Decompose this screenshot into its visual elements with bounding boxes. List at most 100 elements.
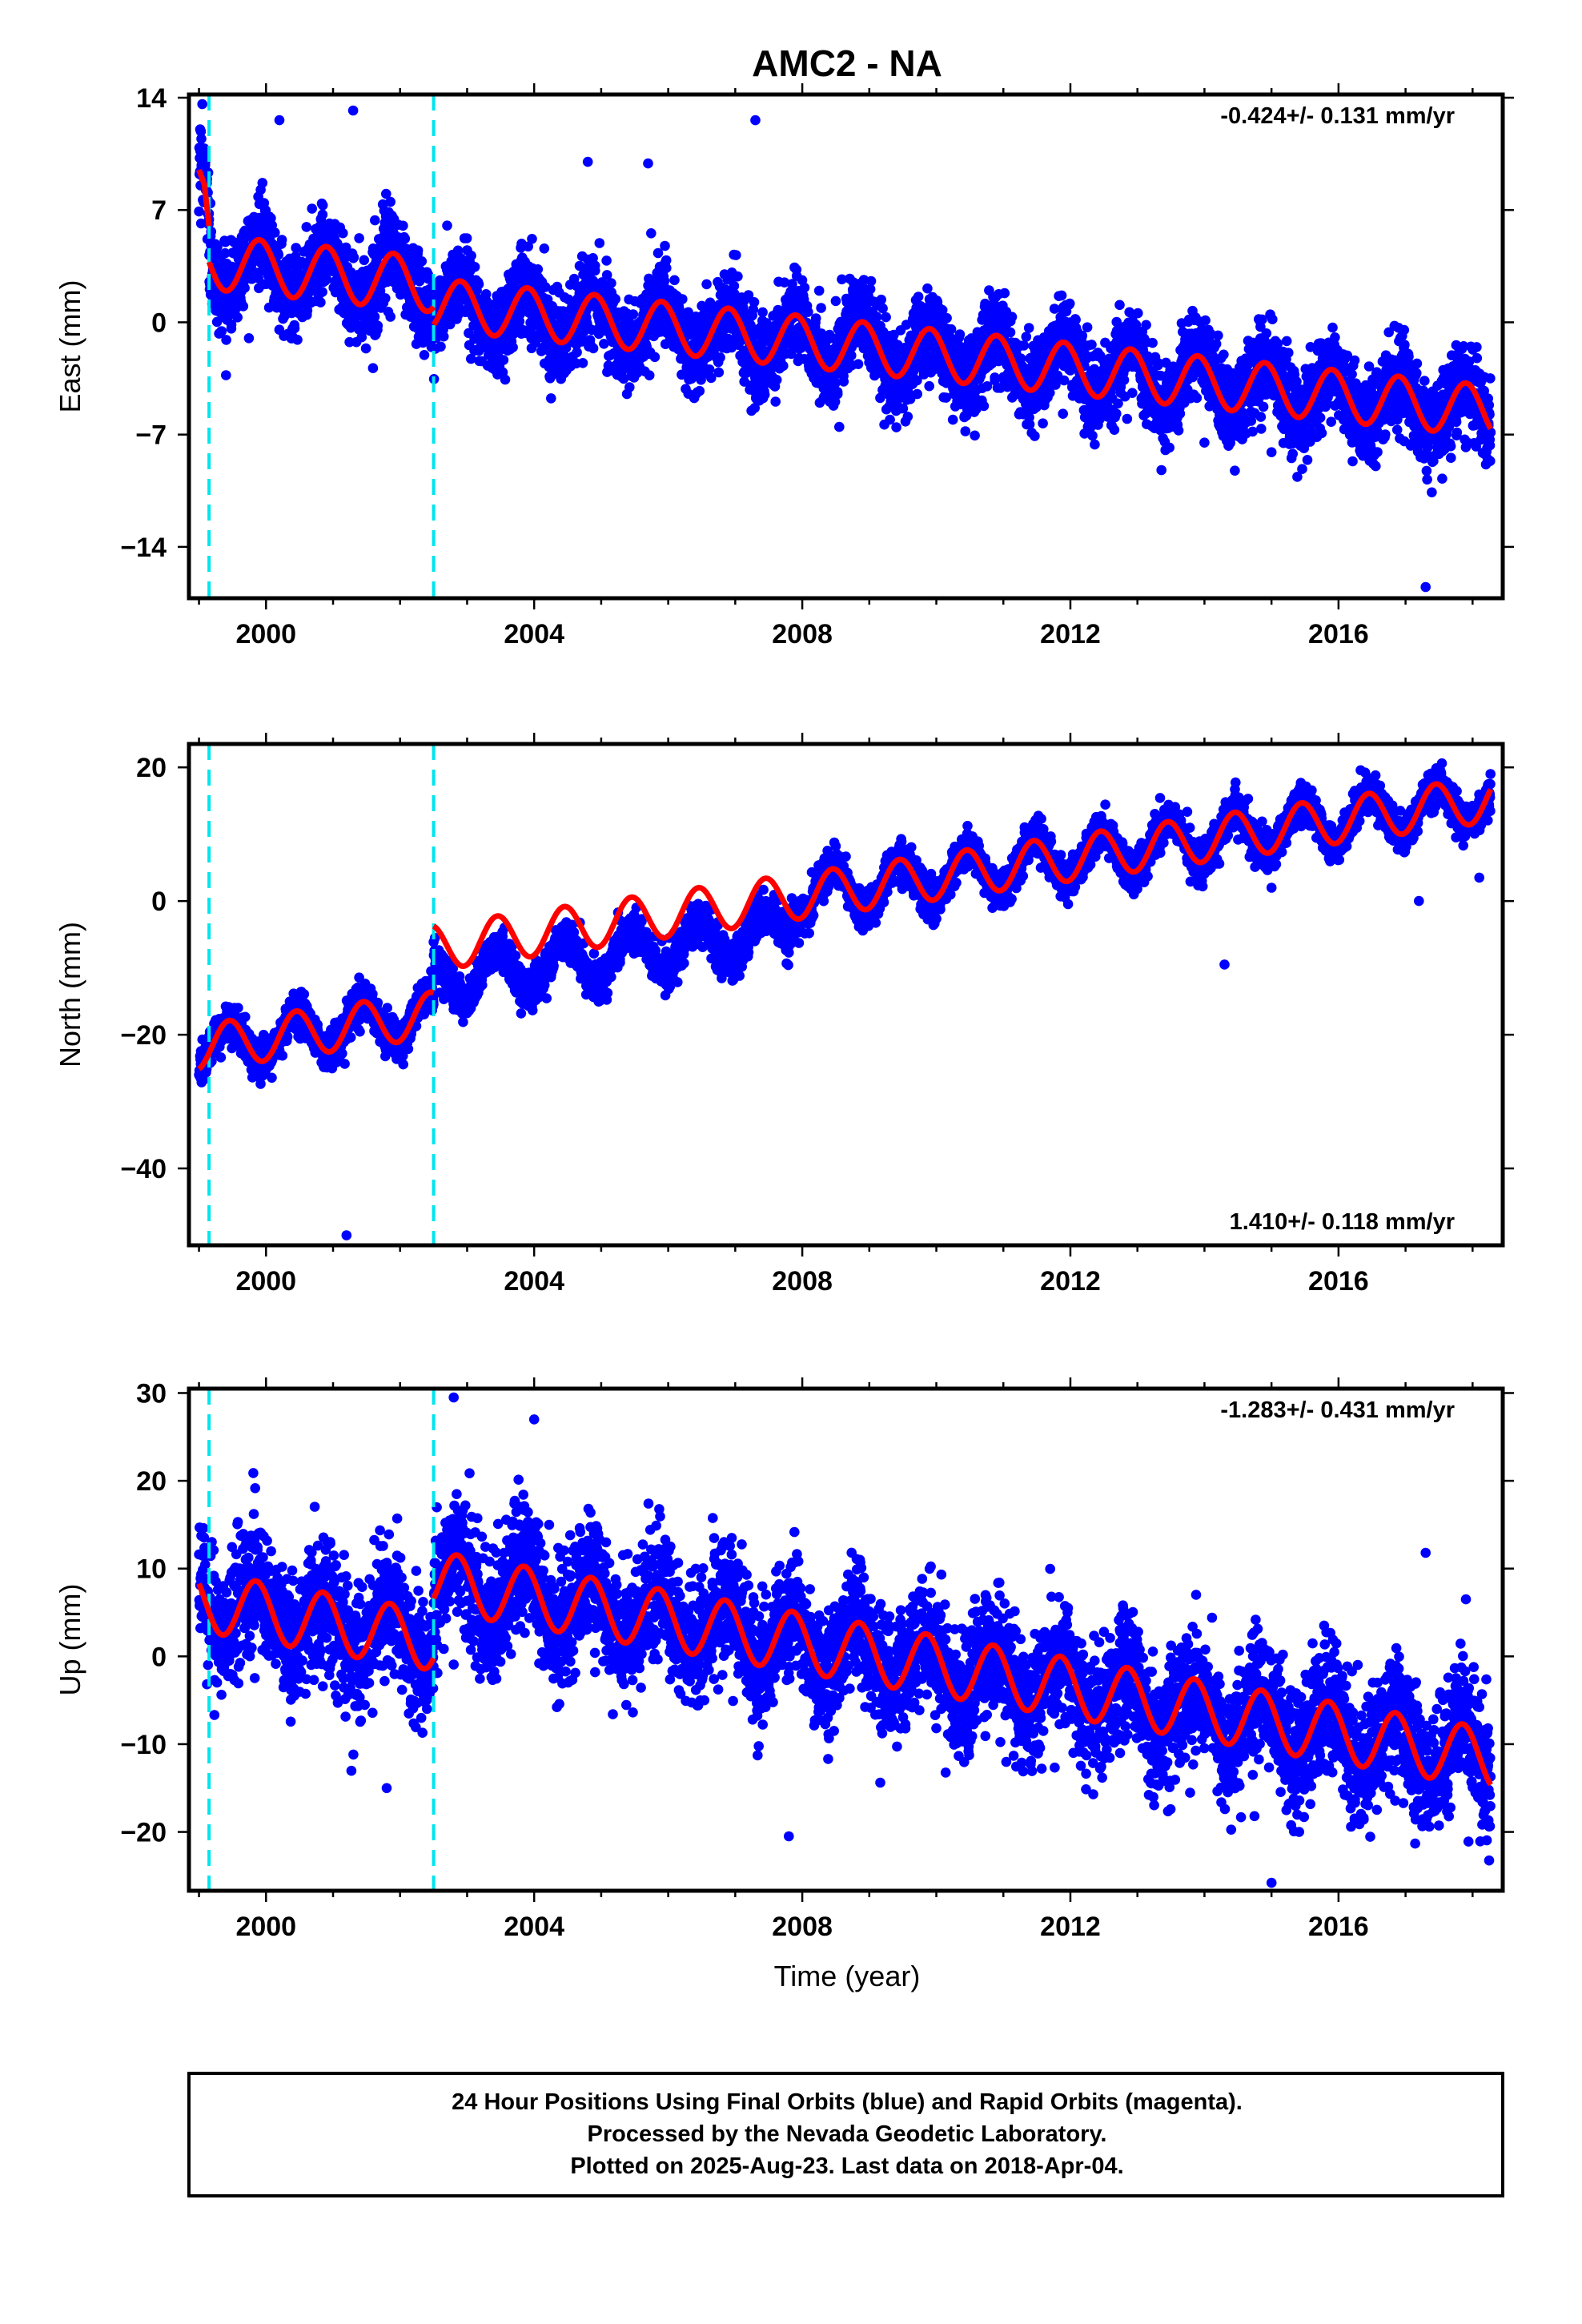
east-point (289, 323, 300, 334)
east-point (1064, 298, 1075, 309)
east-point (348, 252, 359, 263)
east-point (1118, 375, 1130, 385)
east-point (385, 312, 396, 322)
east-point (590, 265, 600, 276)
east-point (442, 220, 452, 231)
east-point (813, 285, 825, 296)
east-point (885, 414, 895, 425)
east-point (924, 380, 934, 392)
east-point (194, 206, 204, 217)
east-point (646, 228, 656, 239)
east-point (594, 238, 605, 248)
east-point (853, 359, 864, 370)
east-point (1213, 330, 1223, 341)
east-point (527, 234, 537, 244)
east-point (292, 335, 303, 345)
east-point (412, 245, 424, 256)
east-point (321, 273, 331, 284)
east-point (574, 260, 585, 271)
east-point (877, 303, 888, 314)
east-point (876, 294, 886, 305)
east-point (461, 233, 472, 243)
east-point (757, 307, 768, 318)
east-point (770, 396, 781, 407)
east-point (372, 320, 383, 332)
east-point (713, 367, 725, 378)
east-point (338, 227, 348, 239)
east-point (375, 286, 386, 296)
east-point (677, 294, 688, 304)
east-point (540, 282, 551, 292)
east-point (1023, 323, 1034, 333)
east-point (1141, 320, 1151, 331)
east-point (803, 307, 813, 317)
east-point (624, 382, 635, 392)
east-point (610, 294, 620, 304)
east-point (601, 270, 612, 280)
east-point (381, 188, 391, 199)
east-point (891, 422, 901, 432)
east-point (508, 342, 518, 353)
east-point (1114, 300, 1125, 311)
east-point (546, 393, 556, 404)
east-point (669, 275, 680, 286)
east-point (1087, 430, 1098, 441)
east-point (317, 209, 328, 220)
east-point (837, 274, 847, 285)
east-point (846, 350, 857, 361)
east-point (875, 392, 885, 404)
east-point (1127, 388, 1138, 399)
east-point (212, 241, 223, 252)
east-point (1147, 337, 1158, 348)
east-point (618, 373, 629, 384)
east-point (778, 360, 789, 372)
east-point (694, 385, 705, 396)
east-point (466, 353, 476, 364)
east-point (799, 282, 810, 293)
east-point (1109, 424, 1120, 435)
east-point (652, 247, 664, 259)
east-point (1111, 408, 1122, 419)
east-point (419, 350, 430, 360)
east-point (1058, 408, 1068, 419)
east-point (922, 283, 933, 294)
east-point (398, 220, 408, 231)
east-point (1173, 425, 1184, 436)
east-point (238, 301, 249, 312)
east-point (1156, 464, 1166, 476)
east-point (606, 278, 616, 288)
east-point (340, 242, 351, 253)
east-point (954, 329, 966, 340)
east-point (601, 255, 612, 266)
east-point (307, 203, 318, 214)
east-point (1021, 332, 1032, 342)
east-point (1005, 327, 1016, 338)
east-point (1082, 322, 1093, 333)
east-data-points (194, 99, 1496, 593)
east-point (649, 352, 661, 363)
east-point (838, 376, 849, 387)
east-point (469, 262, 480, 272)
east-point (436, 341, 446, 352)
east-point (317, 199, 328, 211)
east-point (438, 331, 449, 342)
east-point (830, 378, 841, 388)
east-point (232, 312, 243, 323)
east-point (195, 126, 207, 137)
east-point (865, 275, 877, 287)
east-point (759, 389, 770, 400)
east-point (912, 375, 922, 386)
east-point (1056, 290, 1067, 301)
east-point (270, 227, 280, 238)
east-point (466, 251, 476, 261)
east-point (913, 292, 924, 302)
east-point (257, 178, 268, 188)
east-point (1200, 315, 1211, 326)
east-point (743, 290, 754, 300)
east-point (532, 264, 544, 275)
east-point (659, 275, 670, 287)
east-point (704, 364, 715, 375)
east-point (195, 218, 207, 229)
